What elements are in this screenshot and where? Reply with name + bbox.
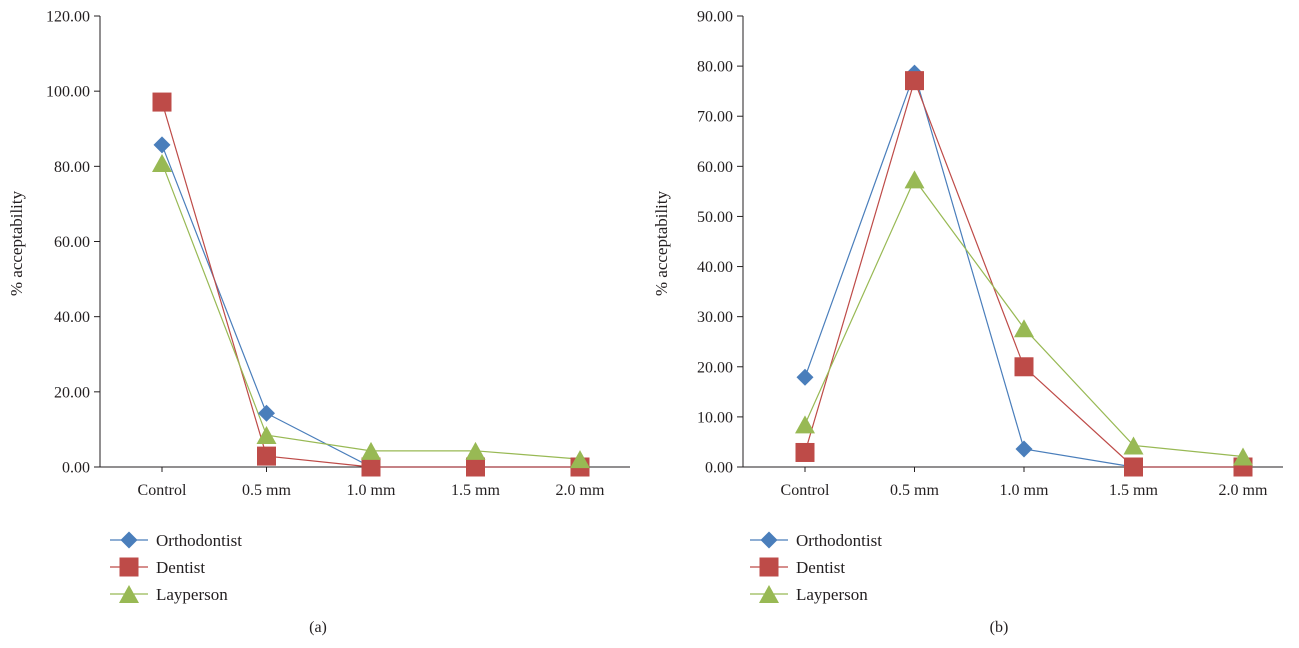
data-point-dentist	[1124, 457, 1143, 477]
data-point-dentist	[361, 457, 381, 477]
data-point-layperson	[361, 441, 381, 460]
legend-item-dentist: Dentist	[110, 557, 205, 577]
legend-label: Layperson	[156, 585, 228, 604]
series-line-dentist	[161, 101, 580, 468]
legend-item-orthodontist: Orthodontist	[110, 531, 242, 550]
legend-marker-triangle-icon	[119, 585, 139, 603]
data-point-layperson	[795, 415, 815, 434]
legend-item-orthodontist: Orthodontist	[750, 531, 882, 550]
panel-caption: (b)	[990, 619, 1009, 636]
data-point-orthodontist	[258, 404, 275, 422]
legend-marker-square-icon	[759, 557, 779, 577]
y-tick-label: 80.00	[54, 159, 90, 176]
data-point-orthodontist	[796, 368, 814, 386]
legend-marker-diamond-icon	[760, 531, 778, 549]
legend-item-layperson: Layperson	[750, 585, 868, 604]
y-tick-label: 120.00	[46, 9, 90, 26]
legend-label: Layperson	[796, 585, 868, 604]
x-tick-label: Control	[781, 482, 830, 499]
data-point-dentist	[795, 442, 815, 462]
series-line-dentist	[804, 78, 1243, 468]
x-tick-label: 2.0 mm	[1219, 482, 1268, 499]
y-tick-label: 20.00	[697, 359, 733, 376]
data-point-dentist	[257, 446, 276, 466]
y-tick-label: 0.00	[705, 460, 733, 477]
data-point-layperson	[465, 441, 486, 460]
data-point-layperson	[1233, 447, 1253, 466]
x-tick-label: 0.5 mm	[242, 482, 291, 499]
data-point-layperson	[256, 426, 277, 445]
chart-panel-b: 0.00 10.00 20.00 30.00 40.00 50.00 60.00 70.00 8…	[652, 9, 1283, 636]
data-point-orthodontist	[1015, 440, 1033, 458]
data-point-dentist	[1014, 357, 1034, 377]
legend-item-layperson: Layperson	[110, 585, 228, 604]
x-tick-label: 1.0 mm	[347, 482, 396, 499]
legend-marker-diamond-icon	[120, 531, 138, 549]
y-tick-label: 0.00	[62, 460, 90, 477]
series-line-layperson	[804, 178, 1244, 458]
data-point-dentist	[466, 457, 485, 477]
y-tick-label: 100.00	[46, 84, 90, 101]
legend-item-dentist: Dentist	[750, 557, 845, 577]
legend-label: Dentist	[156, 558, 205, 577]
y-tick-label: 70.00	[697, 109, 733, 126]
data-point-orthodontist	[153, 136, 171, 154]
x-tick-label: 1.0 mm	[1000, 482, 1049, 499]
x-tick-label: 2.0 mm	[556, 482, 605, 499]
legend-marker-triangle-icon	[759, 585, 779, 603]
series-line-layperson	[161, 162, 581, 460]
data-point-dentist	[152, 92, 172, 112]
legend-marker-square-icon	[119, 557, 139, 577]
legend-label: Orthodontist	[156, 531, 242, 550]
y-tick-label: 50.00	[697, 209, 733, 226]
data-point-layperson	[904, 170, 925, 189]
x-tick-label: 1.5 mm	[1109, 482, 1158, 499]
data-point-layperson	[1123, 436, 1144, 455]
x-tick-label: 1.5 mm	[451, 482, 500, 499]
y-tick-label: 80.00	[697, 59, 733, 76]
legend-label: Dentist	[796, 558, 845, 577]
y-axis-label: % acceptability	[7, 190, 26, 296]
chart-panel-a: 0.00 20.00 40.00 60.00 80.00 100.00 120.00 Cont…	[7, 9, 630, 636]
data-point-layperson	[570, 450, 590, 469]
y-tick-label: 20.00	[54, 384, 90, 401]
data-point-layperson	[152, 153, 172, 172]
y-tick-label: 30.00	[697, 309, 733, 326]
series-line-orthodontist	[804, 71, 1243, 468]
y-tick-label: 90.00	[697, 9, 733, 26]
x-tick-label: Control	[138, 482, 187, 499]
y-tick-label: 40.00	[54, 309, 90, 326]
legend-label: Orthodontist	[796, 531, 882, 550]
panel-caption: (a)	[309, 619, 327, 636]
y-tick-label: 40.00	[697, 259, 733, 276]
y-tick-label: 60.00	[54, 234, 90, 251]
y-tick-label: 10.00	[697, 409, 733, 426]
data-point-layperson	[1014, 319, 1034, 338]
y-tick-label: 60.00	[697, 159, 733, 176]
series-line-orthodontist	[161, 144, 580, 468]
data-point-dentist	[905, 71, 924, 91]
x-tick-label: 0.5 mm	[890, 482, 939, 499]
y-axis-label: % acceptability	[652, 190, 671, 296]
